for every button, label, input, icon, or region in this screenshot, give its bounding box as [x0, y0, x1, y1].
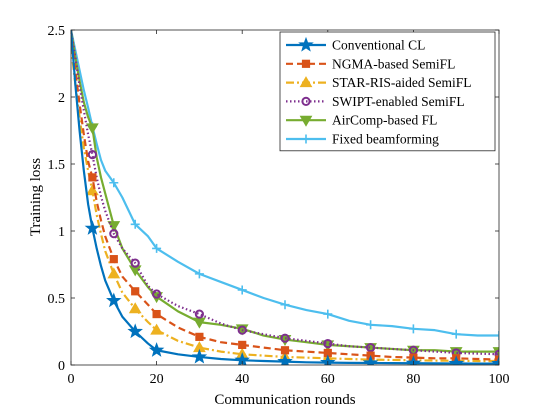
data-point-marker	[280, 333, 290, 343]
x-tick-label: 60	[321, 372, 335, 387]
legend-item: NGMA-based SemiFL	[286, 56, 455, 71]
data-point-marker	[86, 184, 99, 196]
legend-label: Conventional CL	[332, 38, 425, 53]
data-point-marker	[191, 348, 208, 364]
data-point-marker	[109, 229, 119, 239]
x-tick-label: 40	[235, 372, 249, 387]
series-layer	[71, 30, 499, 365]
data-point-marker	[107, 267, 121, 279]
data-point-marker	[362, 354, 379, 365]
legend-marker	[299, 115, 313, 127]
data-point-marker	[106, 292, 122, 308]
x-tick-label: 0	[68, 372, 75, 387]
data-point-marker	[195, 332, 204, 341]
y-tick-label: 0	[58, 359, 65, 374]
legend-label: Fixed beamforming	[332, 132, 439, 147]
y-axis-label: Training loss	[28, 158, 44, 236]
plot-frame	[70, 29, 500, 366]
legend-item: STAR-RIS-aided SemiFL	[286, 75, 472, 90]
y-tick-label: 2	[58, 91, 65, 106]
data-point-marker	[84, 220, 101, 235]
data-point-marker	[408, 324, 418, 334]
data-point-marker	[238, 340, 247, 349]
legend-marker	[301, 59, 311, 68]
data-point-marker	[280, 300, 290, 310]
legend-marker	[301, 96, 311, 107]
data-point-marker	[323, 338, 333, 349]
data-point-marker	[88, 173, 97, 182]
data-point-marker	[152, 309, 161, 319]
legend-marker	[301, 134, 311, 144]
series-line	[71, 45, 499, 363]
legend-label: STAR-RIS-aided SemiFL	[332, 75, 472, 90]
data-point-marker	[131, 287, 140, 296]
data-point-marker	[152, 289, 162, 299]
data-point-marker	[194, 309, 204, 319]
data-point-marker	[152, 243, 162, 253]
legend-box	[279, 31, 496, 152]
data-point-marker	[366, 320, 376, 330]
legend-item: AirComp-based FL	[286, 113, 437, 128]
data-point-marker	[448, 355, 464, 365]
legend-item: Conventional CL	[286, 36, 425, 53]
legend-marker	[298, 36, 314, 52]
legend-label: SWIPT-enabled SemiFL	[332, 94, 465, 109]
tick-layer: 0 20 40 60 80 100 0 0.5 1 1.5 2 2.5	[48, 24, 510, 387]
y-tick-label: 1	[58, 225, 65, 240]
data-point-marker	[366, 342, 376, 353]
data-point-marker	[320, 354, 336, 365]
data-point-marker	[148, 342, 165, 357]
series-conventional-cl	[71, 30, 499, 365]
y-tick-label: 2.5	[48, 24, 66, 39]
y-tick-label: 1.5	[48, 158, 66, 173]
data-point-marker	[194, 269, 204, 279]
y-tick-label: 0.5	[48, 292, 66, 307]
data-point-marker	[280, 346, 290, 355]
legend-label: NGMA-based SemiFL	[332, 56, 455, 71]
data-point-marker	[109, 255, 118, 264]
data-point-marker	[323, 309, 333, 319]
x-tick-label: 80	[406, 372, 420, 387]
data-point-marker	[237, 325, 247, 335]
data-point-marker	[127, 323, 143, 339]
x-tick-label: 20	[150, 372, 164, 387]
data-point-marker	[451, 329, 461, 339]
data-point-marker	[128, 302, 142, 314]
data-point-marker	[150, 323, 163, 335]
legend-marker	[299, 76, 313, 88]
data-point-marker	[491, 355, 499, 365]
data-point-marker	[494, 331, 499, 341]
legend-item: SWIPT-enabled SemiFL	[286, 94, 465, 109]
data-point-marker	[109, 178, 119, 188]
data-point-marker	[130, 258, 140, 268]
data-point-marker	[86, 123, 99, 135]
data-point-marker	[405, 355, 422, 365]
x-axis-label: Communication rounds	[214, 392, 355, 408]
legend-label: AirComp-based FL	[332, 113, 437, 128]
data-point-marker	[87, 150, 98, 160]
legend-item: Fixed beamforming	[286, 132, 439, 147]
data-point-marker	[277, 353, 293, 365]
data-point-marker	[237, 285, 247, 295]
x-tick-label: 100	[489, 372, 510, 387]
data-point-marker	[130, 219, 140, 229]
legend: Conventional CL NGMA-based SemiFL STAR-RIS…	[279, 31, 496, 152]
